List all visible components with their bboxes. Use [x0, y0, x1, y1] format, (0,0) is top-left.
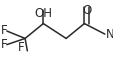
Text: F: F — [1, 38, 8, 51]
Text: F: F — [1, 24, 8, 38]
Text: F: F — [18, 41, 25, 54]
Text: NH₂: NH₂ — [105, 28, 113, 41]
Text: O: O — [81, 4, 91, 17]
Text: OH: OH — [34, 7, 52, 20]
